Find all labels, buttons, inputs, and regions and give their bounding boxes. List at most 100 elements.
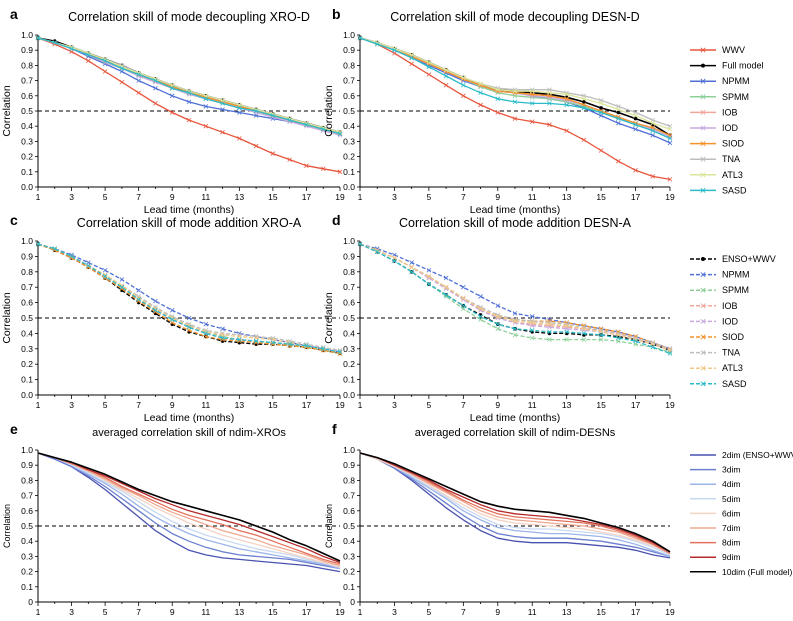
y-tick-label: 1.0 [343,445,355,455]
x-tick-label: 9 [495,607,500,617]
data-point [337,169,343,175]
y-tick-label: 0.6 [21,91,33,101]
x-tick-label: 19 [665,607,675,617]
y-tick-label: 0.7 [21,282,33,292]
series-line [359,37,671,127]
x-axis-label: Lead time (months) [470,204,560,216]
data-point [426,281,432,287]
series-9dim [359,452,671,553]
x-tick-label: 7 [461,400,466,410]
data-point [581,337,587,342]
data-point [426,72,432,77]
data-point [495,326,501,332]
data-point [119,277,125,282]
x-tick-label: 19 [335,400,345,410]
legend-label: NPMM [722,270,750,280]
data-point [443,284,449,290]
series-line [37,452,341,573]
series-enso-wwv [36,242,342,356]
data-point [35,241,41,247]
data-point [495,321,501,327]
x-tick-label: 13 [235,400,245,410]
y-tick-label: 0.8 [21,60,33,70]
series-5dim [37,452,341,568]
data-point [337,349,343,355]
data-point [237,136,242,141]
data-point [512,332,518,338]
data-point [136,295,141,301]
data-point [374,247,380,253]
y-tick-label: 0.0 [21,182,33,192]
panel-letter: d [332,212,341,228]
x-tick-label: 7 [461,192,466,202]
data-point [270,340,276,345]
data-point [69,46,74,51]
data-point [547,122,552,127]
data-point [564,96,569,102]
chart-title: Correlation skill of mode addition XRO-A [77,216,302,230]
series-line [359,452,671,553]
x-tick-label: 15 [268,400,278,410]
data-point [237,110,242,115]
chart-title: Correlation skill of mode addition DESN-… [399,216,632,230]
data-point [287,157,292,162]
y-tick-label: 1.0 [343,30,355,40]
data-point [633,113,638,118]
y-tick-label: 0.1 [21,582,33,592]
data-point [478,294,483,299]
panel-d: d Correlation skill of mode addition DESN… [323,212,675,424]
legend-label: SPMM [722,285,749,295]
legend: WWV Full model NPMM SPMM IOB IOD SIOD TNA ATL3 SA… [690,45,764,195]
data-point [616,107,621,112]
data-point [512,99,518,105]
data-point [581,96,587,102]
legend-marker [700,78,706,84]
y-tick-label: 0.2 [21,567,33,577]
data-point [320,166,326,172]
series-3dim [359,452,671,558]
data-point [461,75,466,80]
data-point [136,78,141,83]
series-sasd [35,35,343,137]
data-point [564,337,569,342]
legend-label: 2dim (ENSO+WWV) [722,450,793,460]
x-tick-label: 1 [36,192,41,202]
legend-label: ATL3 [722,363,743,373]
series-3dim [37,452,341,570]
legend-marker [700,287,706,293]
data-point [581,105,587,111]
legend-label: ATL3 [722,170,743,180]
legend-label: WWV [722,45,745,55]
data-point [650,174,656,179]
series-line [359,452,671,559]
data-point [478,90,483,96]
data-point [495,87,501,93]
y-tick-label: 0.4 [21,121,33,131]
series-line [37,452,341,567]
y-axis-label: Correlation [1,85,13,137]
data-point [616,120,621,126]
data-point [650,133,656,138]
data-point [304,122,309,127]
data-point [547,321,552,327]
y-tick-label: 0.6 [21,298,33,308]
y-tick-label: 0.8 [21,267,33,277]
data-point [69,254,74,259]
data-point [203,123,209,129]
data-point [86,52,91,58]
y-tick-label: 0.5 [21,313,33,323]
legend-label: 6dim [722,508,740,518]
legend-marker [700,334,706,340]
data-point [461,93,466,99]
y-tick-label: 0.7 [343,76,355,86]
legend-marker [700,303,706,309]
data-point [186,99,192,105]
legend-marker [700,172,706,178]
series-4dim [37,452,341,570]
data-point [443,292,449,298]
x-tick-label: 11 [201,607,210,617]
data-point [529,101,535,106]
data-point [650,344,656,350]
data-point [512,311,518,316]
y-tick-label: 1.0 [21,445,33,455]
